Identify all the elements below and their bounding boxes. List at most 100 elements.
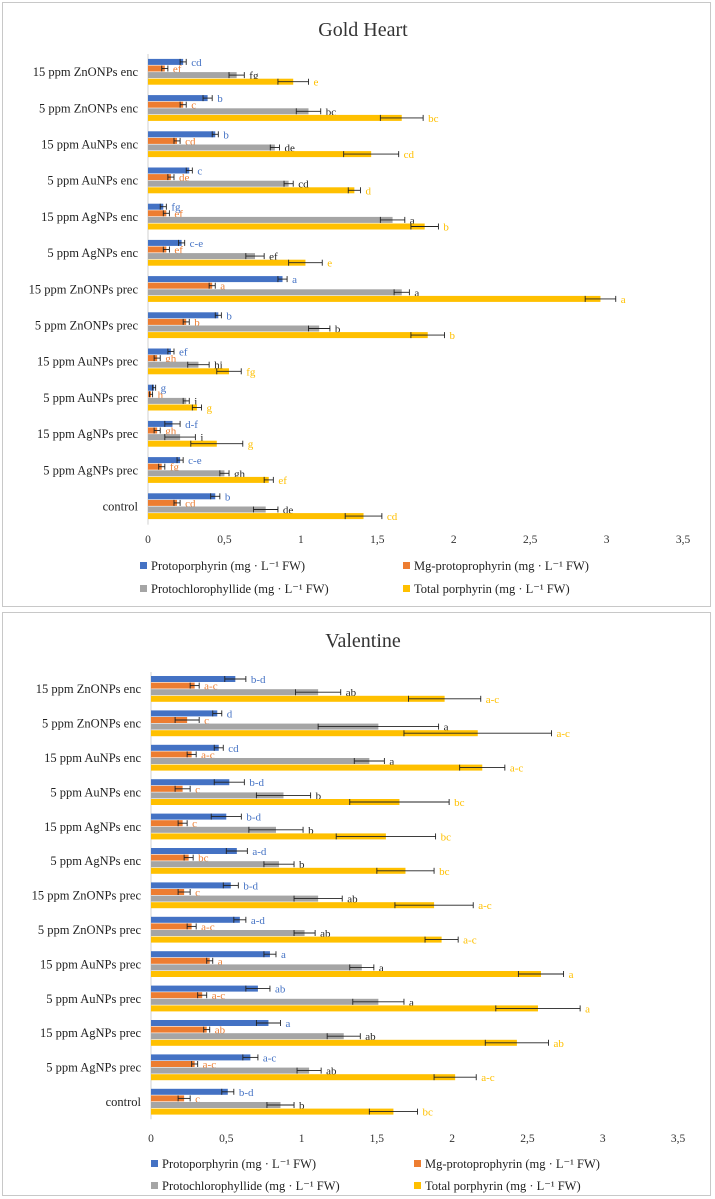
- significance-label: b: [194, 317, 200, 329]
- bar-protoporphyrin: [151, 744, 219, 751]
- significance-label: cd: [404, 149, 415, 161]
- bar-mg-protoporphyrin: [148, 246, 167, 253]
- significance-label: a: [569, 969, 574, 981]
- valentine-chart: Valentine 0 0,5 1 1,5 2 2,5 3 3,5 15 ppm ZnONPs e…: [32, 630, 686, 1193]
- significance-label: a: [585, 1003, 590, 1015]
- bar-mg-protoporphyrin: [151, 1026, 207, 1033]
- bar-mg-protoporphyrin: [151, 751, 192, 758]
- bar-mg-protoporphyrin: [151, 1061, 195, 1067]
- bar-mg-protoporphyrin: [151, 717, 188, 723]
- x-tick-label: 0,5: [219, 1133, 234, 1145]
- valentine-chart-panel: Valentine 0 0,5 1 1,5 2 2,5 3 3,5 15 ppm ZnONPs e…: [2, 612, 711, 1196]
- significance-label: a-d: [251, 915, 266, 927]
- bar-protochlorophyllide: [148, 325, 320, 332]
- significance-label: ef: [278, 475, 287, 487]
- bar-protoporphyrin: [148, 348, 171, 355]
- bar-protochlorophyllide: [148, 434, 181, 441]
- category-label: 15 ppm ZnONPs enc: [33, 65, 139, 79]
- significance-label: b-d: [251, 674, 266, 686]
- bar-protoporphyrin: [148, 493, 216, 500]
- legend-swatch: [403, 585, 410, 592]
- significance-label: ef: [173, 64, 182, 76]
- bar-mg-protoporphyrin: [148, 137, 178, 144]
- bar-total-porphyrin: [148, 78, 294, 85]
- significance-label: gh: [165, 353, 177, 365]
- category-label: 15 ppm AuNPs enc: [41, 138, 138, 152]
- legend-label: Total porphyrin (mg · L⁻¹ FW): [425, 1179, 581, 1193]
- bar-protochlorophyllide: [148, 470, 225, 477]
- bar-mg-protoporphyrin: [151, 923, 192, 930]
- significance-label: hi: [214, 360, 223, 372]
- chart-title: Valentine: [325, 630, 401, 652]
- significance-label: cd: [228, 743, 239, 755]
- category-label: 5 ppm ZnONPs prec: [35, 319, 139, 333]
- category-label: 5 ppm AgNPs enc: [50, 854, 141, 868]
- legend-swatch: [151, 1160, 158, 1167]
- significance-label: a: [444, 722, 449, 734]
- category-label: 5 ppm AgNPs prec: [43, 463, 138, 477]
- bar-protochlorophyllide: [151, 1102, 281, 1108]
- significance-label: bc: [423, 1107, 434, 1119]
- significance-label: a-c: [463, 935, 477, 947]
- legend-label: Protoporphyrin (mg · L⁻¹ FW): [162, 1157, 316, 1171]
- significance-label: cd: [185, 136, 196, 148]
- bar-mg-protoporphyrin: [148, 463, 162, 470]
- significance-label: b: [225, 491, 231, 503]
- legend-swatch: [140, 585, 147, 592]
- bar-protochlorophyllide: [148, 253, 255, 260]
- category-label: 15 ppm AuNPs prec: [37, 355, 138, 369]
- category-label: 15 ppm AgNPs enc: [44, 820, 141, 834]
- bar-total-porphyrin: [148, 332, 428, 339]
- significance-label: cd: [387, 511, 398, 523]
- x-tick-label: 2: [449, 1133, 455, 1145]
- bar-mg-protoporphyrin: [148, 174, 171, 181]
- significance-label: ab: [320, 928, 331, 940]
- bar-total-porphyrin: [151, 1074, 456, 1081]
- significance-label: ef: [174, 245, 183, 257]
- bar-total-porphyrin: [151, 764, 483, 771]
- x-tick-label: 0: [148, 1133, 154, 1145]
- bar-total-porphyrin: [148, 259, 306, 266]
- bar-total-porphyrin: [148, 295, 601, 302]
- bar-mg-protoporphyrin: [148, 101, 184, 108]
- category-label: 15 ppm AuNPs prec: [40, 957, 141, 971]
- significance-label: cd: [191, 57, 202, 69]
- significance-label: c: [195, 784, 200, 796]
- bar-mg-protoporphyrin: [151, 682, 195, 689]
- x-tick-label: 2,5: [523, 534, 538, 546]
- bar-protochlorophyllide: [151, 792, 284, 799]
- category-label: 5 ppm ZnONPs enc: [39, 101, 138, 115]
- legend-swatch: [403, 562, 410, 569]
- category-label: 15 ppm AgNPs enc: [41, 210, 138, 224]
- significance-label: c: [195, 887, 200, 899]
- category-label: 15 ppm AuNPs enc: [44, 751, 141, 765]
- x-tick-label: 1,5: [370, 534, 385, 546]
- legend-label: Protochlorophyllide (mg · L⁻¹ FW): [151, 582, 329, 596]
- bar-protochlorophyllide: [148, 506, 266, 513]
- bar-protoporphyrin: [151, 951, 270, 958]
- significance-label: ef: [179, 347, 188, 359]
- significance-label: i: [200, 432, 203, 444]
- category-label: 5 ppm AuNPs enc: [47, 174, 138, 188]
- category-label: 15 ppm ZnONPs enc: [36, 682, 142, 696]
- bar-protochlorophyllide: [148, 397, 187, 404]
- bar-mg-protoporphyrin: [148, 65, 165, 72]
- bar-protoporphyrin: [148, 239, 182, 246]
- significance-label: c: [197, 166, 202, 178]
- bar-mg-protoporphyrin: [151, 889, 185, 895]
- significance-label: d: [227, 708, 233, 720]
- category-label: 5 ppm AgNPs enc: [47, 246, 138, 260]
- bar-total-porphyrin: [151, 936, 442, 943]
- significance-label: a: [281, 949, 286, 961]
- significance-label: a-c: [263, 1052, 277, 1064]
- legend-swatch: [414, 1160, 421, 1167]
- significance-label: g: [248, 439, 254, 451]
- legend-label: Mg-protoprophyrin (mg · L⁻¹ FW): [414, 559, 589, 573]
- bar-protoporphyrin: [148, 58, 184, 65]
- bar-mg-protoporphyrin: [148, 210, 167, 217]
- bar-protochlorophyllide: [148, 72, 237, 79]
- bar-mg-protoporphyrin: [151, 957, 210, 964]
- significance-label: bc: [441, 831, 452, 843]
- significance-label: a: [410, 215, 415, 227]
- significance-label: fg: [170, 462, 180, 474]
